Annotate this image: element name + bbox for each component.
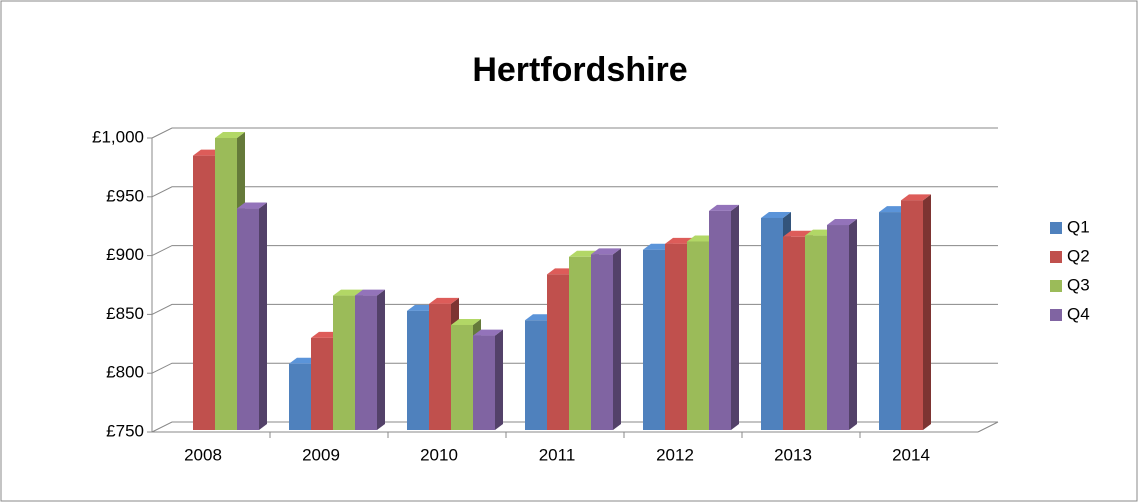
legend-swatch	[1050, 222, 1062, 234]
bar	[311, 337, 333, 430]
bar	[355, 295, 377, 430]
bar	[591, 254, 613, 430]
x-tick-label: 2011	[539, 445, 576, 464]
bar-top	[591, 248, 621, 255]
x-tick-label: 2009	[302, 445, 340, 464]
floor-edge	[977, 421, 999, 433]
legend-label: Q4	[1067, 304, 1090, 323]
bar-side	[849, 219, 857, 430]
bar	[665, 243, 687, 430]
bar	[547, 274, 569, 430]
bar	[805, 235, 827, 430]
y-tick-label: £900	[106, 245, 144, 264]
y-tick-label: £800	[106, 363, 144, 382]
bar	[407, 310, 429, 430]
chart-title: Hertfordshire	[472, 51, 687, 89]
bar-side	[923, 194, 931, 430]
y-tick-label: £950	[106, 186, 144, 205]
bar-top	[901, 194, 931, 201]
bar	[451, 324, 473, 430]
bar	[193, 155, 215, 430]
bar-top	[827, 219, 857, 226]
bar	[569, 256, 591, 430]
grid-line	[151, 186, 998, 198]
x-tick-label: 2014	[892, 445, 930, 464]
bar-side	[259, 202, 267, 430]
x-tick-label: 2013	[774, 445, 812, 464]
bar	[687, 241, 709, 430]
x-tick-label: 2008	[184, 445, 222, 464]
bar-top	[429, 297, 459, 304]
bar-top	[451, 318, 481, 325]
bar	[783, 236, 805, 430]
x-tick-label: 2010	[420, 445, 458, 464]
bar	[709, 210, 731, 430]
bar-side	[495, 329, 503, 430]
bar	[761, 217, 783, 430]
bar-side	[731, 204, 739, 430]
bar	[333, 295, 355, 430]
bar-top	[355, 289, 385, 296]
bar	[525, 320, 547, 430]
bar-top	[333, 289, 363, 296]
legend-swatch	[1050, 280, 1062, 292]
y-tick-label: £850	[106, 304, 144, 323]
y-tick-label: £1,000	[92, 127, 144, 146]
bar-top	[473, 329, 503, 336]
bar	[901, 200, 923, 430]
bar-top	[237, 202, 267, 209]
bar-top	[761, 211, 791, 218]
bar	[429, 303, 451, 430]
bar	[215, 138, 237, 430]
bar	[473, 335, 495, 430]
bar	[289, 363, 311, 430]
x-tick-label: 2012	[656, 445, 694, 464]
legend-swatch	[1050, 251, 1062, 263]
bar	[643, 249, 665, 430]
legend-label: Q3	[1067, 275, 1090, 294]
bar-top	[709, 204, 739, 211]
legend-swatch	[1050, 309, 1062, 321]
bar	[827, 225, 849, 430]
bar-side	[613, 248, 621, 430]
bar-side	[377, 289, 385, 430]
y-tick-label: £750	[106, 421, 144, 440]
bar	[237, 208, 259, 430]
legend-label: Q1	[1067, 217, 1090, 236]
bar	[879, 212, 901, 430]
bar-top	[215, 132, 245, 138]
grid-line	[151, 127, 998, 139]
legend-label: Q2	[1067, 246, 1090, 265]
